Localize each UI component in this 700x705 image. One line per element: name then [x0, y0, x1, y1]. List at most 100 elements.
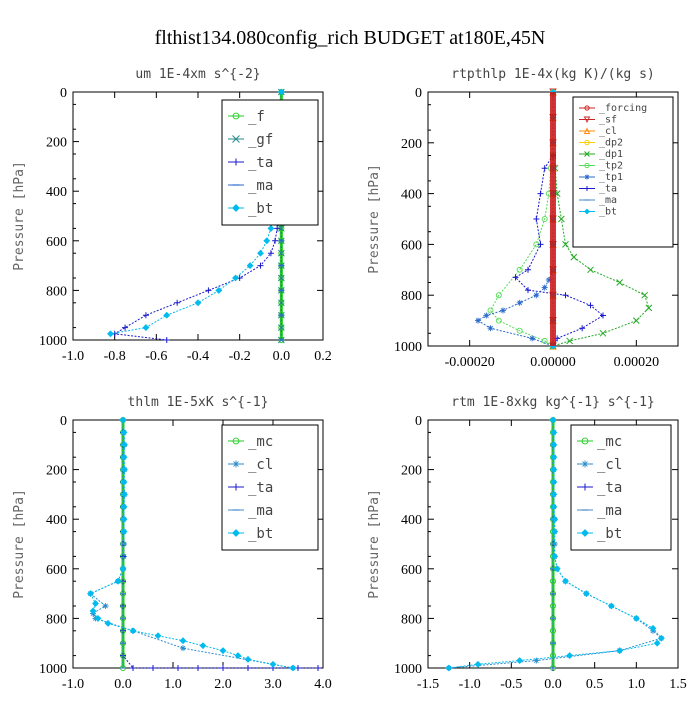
data-point [220, 665, 226, 671]
data-point [657, 634, 665, 642]
figure-title: flthist134.080config_rich BUDGET at180E,… [155, 27, 546, 49]
data-point [562, 241, 569, 248]
data-point [102, 603, 109, 609]
series-line [552, 155, 650, 347]
y-tick-label: 800 [46, 284, 67, 299]
data-point [545, 276, 552, 283]
data-point [122, 324, 129, 331]
data-point [562, 292, 569, 299]
data-point [551, 528, 559, 536]
data-point [119, 416, 127, 424]
data-point [246, 262, 254, 270]
chart-title: rtm 1E-8xkg kg^{-1} s^{-1} [451, 395, 655, 410]
data-point [582, 590, 590, 598]
data-point [119, 565, 127, 573]
data-point [121, 490, 128, 498]
data-point [130, 665, 136, 671]
data-point [120, 503, 128, 511]
data-point [516, 266, 523, 273]
data-point [129, 627, 137, 635]
legend-entry: _ma [599, 195, 617, 206]
data-point [267, 224, 275, 232]
x-tick-label: 1.0 [628, 677, 646, 692]
series-line [448, 419, 662, 669]
data-point [163, 337, 170, 343]
legend-entry: _dp2 [599, 138, 623, 149]
legend-marker [232, 204, 240, 212]
data-point [533, 216, 540, 222]
data-point [120, 428, 128, 436]
data-point [537, 241, 544, 248]
y-tick-label: 1000 [39, 662, 67, 677]
legend-marker [581, 437, 589, 445]
data-point [566, 337, 574, 345]
y-tick-label: 1000 [394, 340, 422, 355]
data-point [549, 416, 557, 424]
legend-entry: _ta [597, 480, 622, 496]
chart-panel-2: rtpthlp 1E-4x(kg K)/(kg s) Pressure [hPa]… [367, 67, 679, 370]
legend-entry: _ta [248, 155, 273, 171]
chart-title: thlm 1E-5xK s^{-1} [128, 395, 269, 410]
y-tick-label: 1000 [39, 334, 67, 349]
legend-entry: _bt [248, 201, 273, 217]
legend-marker [583, 116, 591, 124]
data-point [174, 299, 181, 306]
y-tick-label: 400 [46, 513, 67, 528]
data-point [632, 317, 640, 324]
y-tick-label: 600 [46, 235, 67, 250]
data-point [121, 466, 128, 474]
legend-marker [584, 151, 590, 157]
data-point [87, 590, 94, 598]
x-tick-label: -0.8 [104, 349, 126, 364]
data-point [269, 660, 277, 668]
y-tick-label: 200 [46, 136, 67, 151]
legend-entry: _ma [248, 178, 273, 194]
legend-marker [232, 158, 240, 166]
data-point [487, 325, 494, 332]
y-tick-label: 600 [46, 563, 67, 578]
data-point [551, 515, 559, 523]
x-tick-label: 3.0 [264, 677, 282, 692]
data-point [533, 657, 540, 664]
data-point [570, 253, 578, 261]
data-point [114, 577, 122, 585]
data-point [120, 528, 128, 536]
data-point [641, 291, 649, 299]
legend-marker [232, 529, 240, 537]
y-tick-label: 1000 [394, 662, 422, 677]
data-point [94, 614, 102, 622]
legend-frame [572, 96, 674, 248]
data-point [215, 286, 223, 294]
y-tick-label: 800 [46, 612, 67, 627]
data-point [234, 652, 242, 660]
y-tick-label: 0 [415, 414, 422, 429]
legend-entry: _ta [599, 184, 617, 195]
legend-entry: _ma [597, 503, 622, 519]
data-point [445, 664, 453, 672]
data-point [274, 225, 281, 232]
data-point [525, 266, 531, 273]
y-tick-label: 600 [401, 563, 422, 578]
legend-entry: _tp2 [599, 161, 623, 172]
data-point [180, 645, 186, 652]
legend-entry: _tp1 [599, 172, 623, 183]
chart-panel-1: um 1E-4xm s^{-2} Pressure [hPa] 0 200 400 600… [12, 67, 332, 364]
data-point [512, 274, 519, 281]
x-tick-label: 1.5 [669, 677, 687, 692]
series-line [489, 155, 554, 347]
chart-title: um 1E-4xm s^{-2} [135, 67, 260, 82]
data-point [142, 324, 150, 332]
data-point [89, 607, 97, 615]
data-point [587, 266, 594, 274]
data-point [557, 215, 565, 223]
x-tick-label: -0.00020 [445, 355, 495, 370]
data-point [120, 478, 128, 486]
series_tp2 [487, 152, 557, 350]
data-point [154, 632, 162, 640]
data-point [516, 299, 523, 306]
data-point [653, 639, 661, 647]
data-point [120, 453, 128, 461]
data-point [550, 453, 558, 461]
data-point [163, 311, 171, 319]
